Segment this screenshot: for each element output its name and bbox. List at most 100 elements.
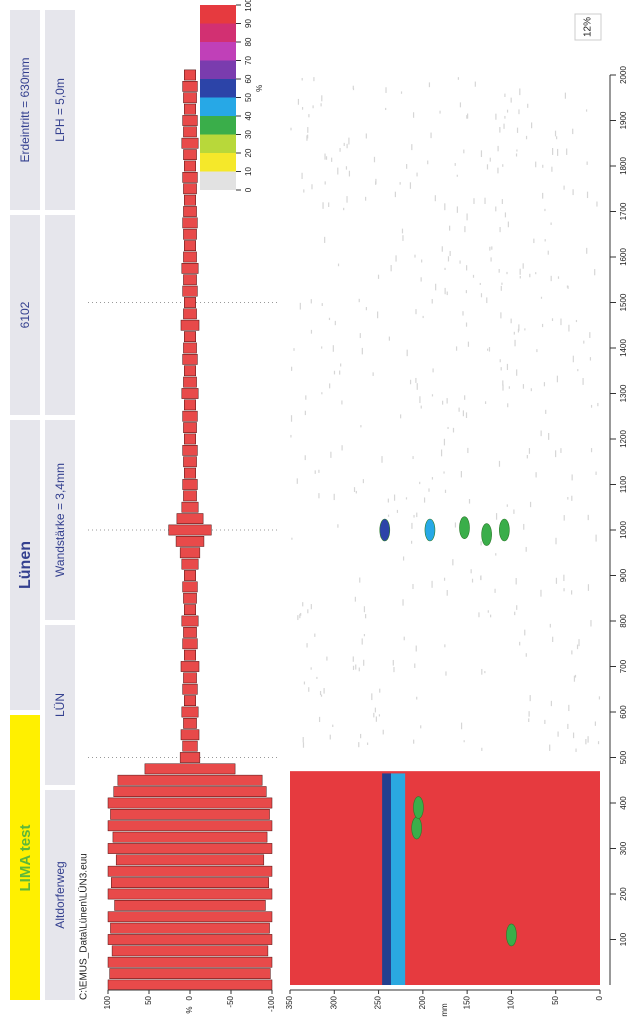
speckle	[423, 497, 426, 503]
speckle	[466, 265, 468, 271]
envelope-bar	[117, 774, 263, 786]
speckle	[464, 395, 466, 400]
speckle	[499, 227, 501, 233]
speckle	[354, 596, 356, 602]
speckle	[459, 260, 461, 264]
legend-swatch	[200, 79, 236, 98]
speckle	[305, 395, 307, 400]
speckle	[506, 504, 508, 507]
speckle	[550, 275, 552, 282]
envelope-bar	[181, 501, 199, 513]
speckle	[358, 742, 360, 748]
project-cell	[10, 715, 40, 1000]
speckle	[498, 268, 500, 273]
speckle	[527, 103, 529, 108]
speckle	[345, 166, 348, 170]
speckle	[468, 499, 471, 504]
x-tick-label: 1900	[619, 111, 628, 129]
speckle	[499, 127, 501, 133]
speckle	[575, 748, 577, 752]
speckle	[302, 742, 305, 748]
envelope-bar	[182, 479, 198, 490]
x-tick-label: 100	[619, 932, 628, 946]
speckle	[586, 247, 588, 254]
speckle	[541, 323, 544, 328]
speckle	[445, 671, 447, 676]
legend-swatch	[200, 134, 236, 153]
speckle	[489, 157, 491, 162]
speckle	[310, 604, 312, 610]
speckle	[352, 85, 354, 90]
speckle	[549, 623, 551, 628]
envelope-bar	[183, 308, 197, 320]
speckle	[427, 160, 429, 165]
speckle	[506, 109, 509, 113]
envelope-bar	[107, 888, 273, 900]
speckle	[363, 633, 366, 637]
speckle	[536, 349, 538, 353]
speckle	[310, 667, 312, 670]
speckle	[331, 157, 333, 162]
speckle	[488, 347, 491, 352]
speckle	[449, 225, 451, 231]
speckle	[535, 161, 537, 168]
legend-label: 10	[244, 167, 253, 176]
speckle	[463, 149, 465, 154]
speckle	[540, 296, 543, 299]
speckle	[444, 203, 446, 211]
speckle	[358, 667, 360, 672]
speckle	[332, 724, 334, 728]
speckle	[337, 524, 339, 528]
speckle	[572, 355, 574, 363]
speckle	[385, 87, 387, 93]
envelope-bar	[184, 649, 196, 661]
speckle	[531, 122, 533, 129]
speckle	[502, 384, 504, 391]
envelope-bar	[182, 217, 198, 229]
speckle	[393, 494, 396, 501]
speckle	[590, 404, 593, 408]
speckle	[419, 396, 421, 404]
speckle	[552, 148, 554, 155]
speckle	[574, 674, 577, 678]
envelope-bar	[184, 604, 196, 615]
speckle	[439, 110, 441, 114]
envelope-bar	[176, 513, 204, 524]
speckle	[465, 290, 467, 294]
envelope-bar	[109, 968, 271, 979]
speckle	[525, 546, 527, 552]
legend-title: %	[255, 85, 264, 92]
speckle	[456, 206, 458, 213]
speckle	[365, 614, 367, 619]
region	[390, 773, 406, 985]
speckle	[296, 478, 298, 484]
speckle	[455, 346, 458, 351]
speckle	[312, 105, 314, 109]
x-tick-label: 900	[619, 568, 628, 582]
speckle	[516, 605, 518, 610]
envelope-bar	[112, 831, 268, 843]
indication	[379, 518, 391, 542]
speckle	[321, 392, 323, 395]
speckle	[510, 97, 512, 103]
speckle	[409, 182, 412, 189]
speckle	[528, 718, 530, 723]
speckle	[360, 425, 362, 428]
speckle	[363, 606, 366, 613]
empty-cell	[45, 215, 75, 415]
speckle	[320, 103, 322, 107]
speckle	[595, 534, 597, 542]
envelope-bar	[184, 103, 196, 115]
envelope-bar	[181, 615, 199, 627]
speckle	[572, 732, 575, 739]
speckle	[334, 320, 336, 326]
speckle	[587, 736, 589, 743]
speckle	[339, 370, 341, 375]
indication	[481, 523, 492, 546]
speckle	[571, 590, 573, 595]
speckle	[564, 92, 567, 99]
speckle	[337, 167, 339, 175]
speckle	[506, 271, 508, 275]
project: LIMA test	[17, 825, 34, 892]
speckle	[322, 202, 324, 209]
